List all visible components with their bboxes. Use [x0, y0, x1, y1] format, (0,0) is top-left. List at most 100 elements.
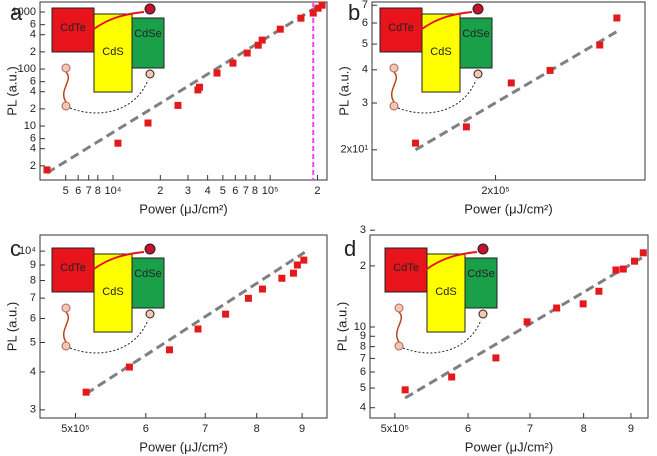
transfer-arrow [413, 11, 473, 37]
y-axis-label: PL (a.u.) [4, 302, 19, 351]
data-point [82, 388, 90, 396]
y-tick-label: 10 [24, 120, 36, 132]
inset-label: CdTe [60, 22, 86, 34]
y-axis-label: PL (a.u.) [336, 66, 351, 115]
y-tick-label: 1000 [12, 6, 36, 18]
y-tick-label: 6 [30, 312, 36, 324]
y-tick-label: 100 [18, 63, 36, 75]
hole [61, 341, 71, 351]
fit-line [404, 253, 648, 400]
cdse-band [464, 257, 498, 309]
x-tick-label: 10⁵ [262, 185, 279, 197]
data-point [229, 59, 237, 67]
x-tick-label: 2 [314, 185, 320, 197]
y-tick-label: 4 [360, 402, 366, 414]
plot-frame [371, 1, 646, 181]
x-tick-label: 6 [465, 423, 471, 435]
y-tick-label: 2 [360, 260, 366, 272]
y-axis-label: PL (a.u.) [4, 66, 19, 115]
hole [61, 63, 71, 73]
transfer-arrow [85, 11, 145, 37]
data-point [553, 304, 561, 312]
inset-label: CdSe [467, 268, 495, 280]
data-point [114, 139, 122, 147]
hole-path [63, 71, 69, 103]
hole [473, 69, 483, 79]
data-point [222, 310, 230, 318]
y-axis-label: PL (a.u.) [334, 302, 349, 351]
x-tick-label: 5 [220, 185, 226, 197]
inset-label: CdS [102, 286, 123, 298]
cdte-band [51, 247, 95, 293]
y-tick-label: 4 [30, 143, 36, 155]
data-point [309, 9, 317, 17]
hole [394, 341, 404, 351]
y-tick-label: 5 [30, 336, 36, 348]
electron [472, 3, 484, 15]
electron [144, 243, 156, 255]
plot-frame [39, 1, 328, 181]
x-tick-label: 2 [157, 185, 163, 197]
data-point [619, 265, 627, 273]
y-tick-label: 8 [360, 341, 366, 353]
hole [145, 309, 155, 319]
data-point [289, 269, 297, 277]
transfer-arrow [85, 251, 145, 277]
inset-label: CdS [435, 286, 456, 298]
hole [389, 101, 399, 111]
y-tick-label: 10⁴ [19, 245, 36, 257]
data-point [596, 41, 604, 49]
x-tick-label: 7 [202, 423, 208, 435]
data-point [613, 14, 621, 22]
x-tick-label: 8 [95, 185, 101, 197]
fit-line [85, 251, 306, 395]
x-tick-label: 2x10⁵ [481, 185, 509, 197]
panel-label: d [344, 236, 356, 261]
x-axis-label: Power (μJ/cm²) [465, 439, 553, 454]
hole-path [396, 311, 402, 343]
cdse-band [131, 257, 165, 309]
panel-label: b [348, 0, 360, 25]
x-axis-label: Power (μJ/cm²) [464, 201, 552, 216]
hole-path [63, 311, 69, 343]
data-point [507, 79, 515, 87]
x-tick-label: 6 [232, 185, 238, 197]
x-tick-label: 3 [185, 185, 191, 197]
inset-label: CdSe [134, 268, 162, 280]
data-point [258, 285, 266, 293]
panel-label: a [10, 0, 23, 25]
y-tick-label: 6 [362, 17, 368, 29]
x-tick-label: 6 [143, 423, 149, 435]
data-point [492, 354, 500, 362]
y-tick-label: 2 [30, 103, 36, 115]
y-tick-label: 6 [360, 366, 366, 378]
y-tick-label: 10 [354, 321, 366, 333]
data-point [612, 266, 620, 274]
data-point [448, 373, 456, 381]
cdse-band [459, 17, 493, 69]
cdse-band [131, 17, 165, 69]
y-tick-label: 7 [362, 0, 368, 11]
y-tick-label: 9 [360, 330, 366, 342]
y-tick-label: 6 [30, 76, 36, 88]
x-tick-label: 9 [299, 423, 305, 435]
x-axis-label: Power (μJ/cm²) [139, 439, 227, 454]
y-tick-label: 4 [30, 29, 36, 41]
y-tick-label: 6 [30, 133, 36, 145]
data-point [174, 101, 182, 109]
data-point [278, 274, 286, 282]
y-tick-label: 5 [360, 382, 366, 394]
x-tick-label: 4 [205, 185, 211, 197]
data-point [213, 69, 221, 77]
hole [389, 63, 399, 73]
inset-label: CdSe [134, 28, 162, 40]
transfer-arrow [418, 251, 478, 277]
x-axis-label: Power (μJ/cm²) [139, 201, 227, 216]
x-tick-label: 7 [243, 185, 249, 197]
cdte-band [384, 247, 428, 293]
y-tick-label: 4 [30, 86, 36, 98]
inset-label: CdS [102, 46, 123, 58]
data-point [462, 123, 470, 131]
data-point [523, 318, 531, 326]
y-tick-label: 7 [30, 292, 36, 304]
